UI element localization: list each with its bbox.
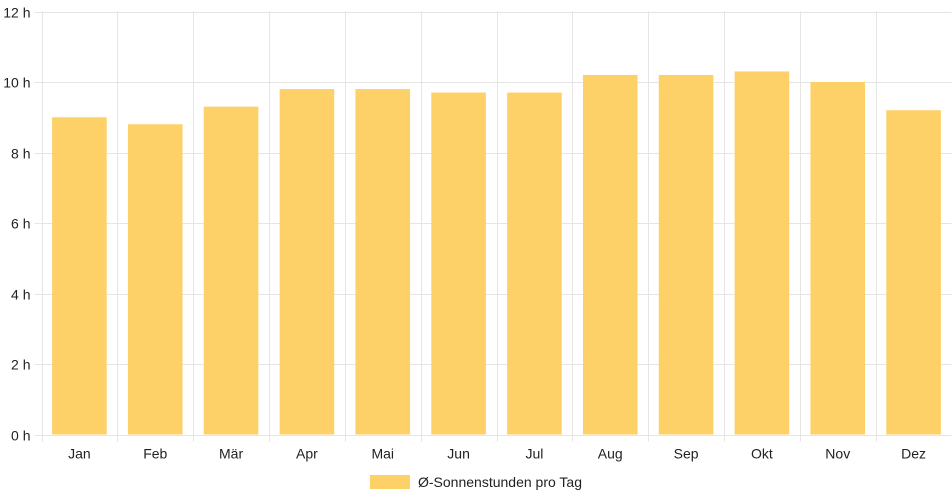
y-tick-label: 2 h	[11, 357, 30, 373]
legend-swatch[interactable]	[370, 475, 411, 489]
y-tick-label: 6 h	[11, 216, 30, 232]
x-tick-label: Jun	[447, 446, 470, 462]
legend-label: Ø-Sonnenstunden pro Tag	[418, 474, 582, 490]
bar-nov[interactable]	[810, 82, 866, 435]
bars	[52, 71, 941, 435]
bar-mär[interactable]	[203, 106, 259, 435]
bar-mai[interactable]	[355, 89, 411, 435]
x-tick-label: Jul	[525, 446, 543, 462]
bar-jan[interactable]	[52, 117, 107, 435]
y-axis: 0 h 2 h 4 h 6 h 8 h 10 h 12 h	[3, 5, 30, 444]
bar-okt[interactable]	[734, 71, 790, 435]
x-tick-label: Mai	[371, 446, 394, 462]
bar-sep[interactable]	[658, 74, 714, 435]
bar-feb[interactable]	[127, 124, 183, 435]
grid-lines	[34, 11, 952, 442]
x-tick-label: Apr	[296, 446, 318, 462]
bar-jun[interactable]	[431, 92, 486, 435]
y-tick-label: 12 h	[3, 5, 30, 21]
bar-dez[interactable]	[886, 110, 941, 435]
legend[interactable]: Ø-Sonnenstunden pro Tag	[370, 474, 582, 490]
x-tick-label: Mär	[219, 446, 243, 462]
y-tick-label: 8 h	[11, 146, 30, 162]
x-tick-label: Okt	[751, 446, 773, 462]
x-tick-label: Nov	[825, 446, 850, 462]
y-tick-label: 4 h	[11, 287, 30, 303]
x-tick-label: Sep	[674, 446, 699, 462]
y-tick-label: 10 h	[3, 75, 30, 91]
bar-apr[interactable]	[279, 89, 335, 435]
x-tick-label: Jan	[68, 446, 91, 462]
bar-jul[interactable]	[507, 92, 562, 435]
x-tick-label: Aug	[598, 446, 623, 462]
x-tick-label: Dez	[901, 446, 926, 462]
x-tick-label: Feb	[143, 446, 167, 462]
y-tick-label: 0 h	[11, 428, 30, 444]
bar-aug[interactable]	[582, 74, 638, 435]
x-axis: Jan Feb Mär Apr Mai Jun Jul Aug Sep Okt Nov Dez	[68, 446, 926, 462]
